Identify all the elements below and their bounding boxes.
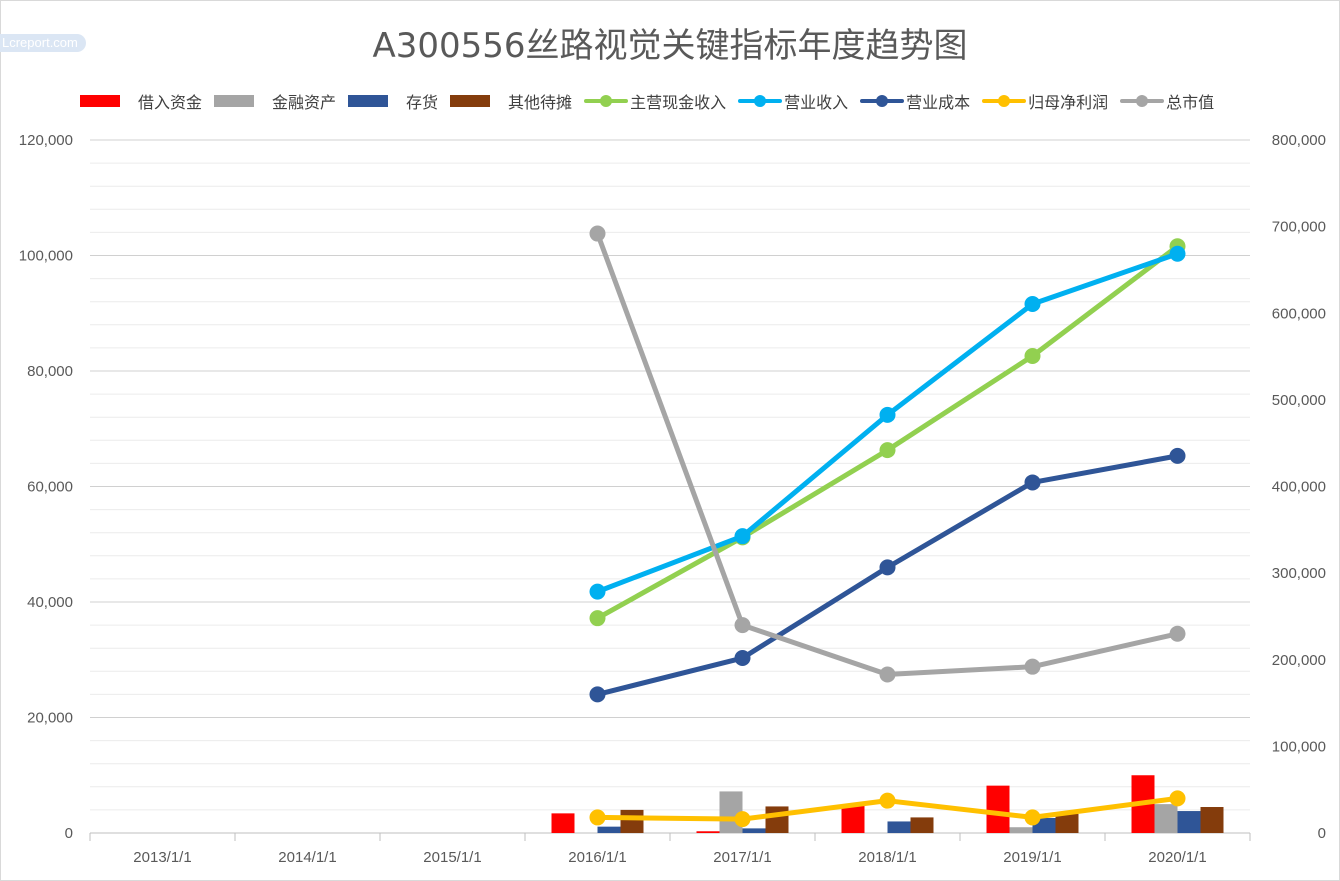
- legend-item-line: 营业成本: [860, 89, 970, 113]
- point-总市值: [879, 666, 896, 683]
- legend-label: 其他待摊: [508, 93, 573, 112]
- y-right-tick-label: 0: [1318, 825, 1326, 842]
- point-营业成本: [1024, 474, 1041, 491]
- point-营业收入: [589, 583, 606, 600]
- legend-swatch: [214, 95, 255, 107]
- x-tick-label: 2019/1/1: [1003, 849, 1061, 866]
- bar-其他待摊: [1200, 807, 1224, 833]
- legend-label: 金融资产: [272, 93, 337, 112]
- point-总市值: [1024, 658, 1041, 675]
- legend-swatch: [450, 95, 491, 107]
- legend-swatch: [860, 95, 905, 107]
- legend-label: 归母净利润: [1028, 93, 1109, 112]
- bar-借入资金: [986, 785, 1010, 833]
- point-营业收入: [734, 528, 751, 545]
- y-right-tick-label: 800,000: [1272, 132, 1326, 149]
- legend-label: 总市值: [1166, 93, 1215, 112]
- y-right-tick-label: 300,000: [1272, 565, 1326, 582]
- legend-label: 借入资金: [138, 93, 203, 112]
- bar-存货: [742, 828, 766, 833]
- legend-item-line: 总市值: [1120, 89, 1214, 113]
- legend-item-bar: 借入资金: [80, 89, 202, 113]
- legend-item-bar: 其他待摊: [450, 89, 572, 113]
- point-总市值: [589, 225, 606, 242]
- x-tick-label: 2020/1/1: [1148, 849, 1206, 866]
- y-left-tick-label: 40,000: [27, 594, 73, 611]
- x-tick-label: 2016/1/1: [568, 849, 626, 866]
- bar-金融资产: [1009, 827, 1033, 833]
- y-left-tick-label: 60,000: [27, 479, 73, 496]
- legend-swatch: [738, 95, 783, 107]
- y-right-tick-label: 500,000: [1272, 392, 1326, 409]
- legend-swatch: [1120, 95, 1165, 107]
- point-归母净利润: [879, 792, 896, 809]
- point-归母净利润: [734, 811, 751, 828]
- y-left-tick-label: 0: [65, 825, 73, 842]
- bar-存货: [597, 826, 621, 833]
- y-right-tick-label: 700,000: [1272, 219, 1326, 236]
- bar-其他待摊: [910, 817, 934, 833]
- point-营业收入: [879, 406, 896, 423]
- point-营业成本: [589, 686, 606, 703]
- y-right-tick-label: 200,000: [1272, 652, 1326, 669]
- point-主营现金收入: [1024, 347, 1041, 364]
- legend-item-bar: 存货: [348, 89, 438, 113]
- legend-label: 主营现金收入: [630, 93, 727, 112]
- y-left-tick-label: 100,000: [19, 248, 73, 265]
- y-left-tick-label: 80,000: [27, 363, 73, 380]
- bar-存货: [887, 821, 911, 833]
- legend-swatch: [584, 95, 629, 107]
- point-归母净利润: [589, 809, 606, 826]
- legend-swatch: [80, 95, 120, 107]
- chart-title: A300556丝路视觉关键指标年度趋势图: [372, 26, 968, 66]
- y-left-tick-label: 120,000: [19, 132, 73, 149]
- point-主营现金收入: [879, 442, 896, 459]
- x-tick-label: 2015/1/1: [423, 849, 481, 866]
- x-tick-label: 2013/1/1: [133, 849, 191, 866]
- point-总市值: [1169, 625, 1186, 642]
- y-left-tick-label: 20,000: [27, 710, 73, 727]
- x-tick-label: 2014/1/1: [278, 849, 336, 866]
- point-归母净利润: [1024, 809, 1041, 826]
- point-总市值: [734, 617, 751, 634]
- legend: 借入资金 金融资产 存货 其他待摊 主营现金收入 营业收入 营业成本 归母净利润 总市值: [80, 89, 1226, 113]
- bar-其他待摊: [620, 809, 644, 833]
- legend-swatch: [348, 95, 389, 107]
- legend-swatch: [982, 95, 1027, 107]
- bar-借入资金: [696, 831, 720, 833]
- legend-label: 存货: [406, 93, 439, 112]
- point-营业成本: [1169, 447, 1186, 464]
- bar-借入资金: [551, 813, 575, 833]
- x-tick-label: 2017/1/1: [713, 849, 771, 866]
- legend-label: 营业成本: [906, 93, 971, 112]
- legend-item-line: 营业收入: [738, 89, 848, 113]
- legend-item-line: 归母净利润: [982, 89, 1108, 113]
- point-营业收入: [1024, 296, 1041, 313]
- legend-item-bar: 金融资产: [214, 89, 336, 113]
- y-right-tick-label: 600,000: [1272, 305, 1326, 322]
- bar-存货: [1177, 811, 1201, 833]
- bar-其他待摊: [1055, 813, 1079, 833]
- bar-借入资金: [841, 805, 865, 833]
- bar-其他待摊: [765, 806, 789, 833]
- y-right-tick-label: 100,000: [1272, 738, 1326, 755]
- point-营业成本: [734, 650, 751, 667]
- y-right-tick-label: 400,000: [1272, 479, 1326, 496]
- watermark: Lcreport.com: [0, 34, 86, 52]
- point-营业成本: [879, 559, 896, 576]
- point-归母净利润: [1169, 790, 1186, 807]
- legend-item-line: 主营现金收入: [584, 89, 726, 113]
- legend-label: 营业收入: [784, 93, 849, 112]
- x-tick-label: 2018/1/1: [858, 849, 916, 866]
- point-主营现金收入: [589, 610, 606, 627]
- point-营业收入: [1169, 245, 1186, 262]
- bar-金融资产: [1154, 804, 1178, 833]
